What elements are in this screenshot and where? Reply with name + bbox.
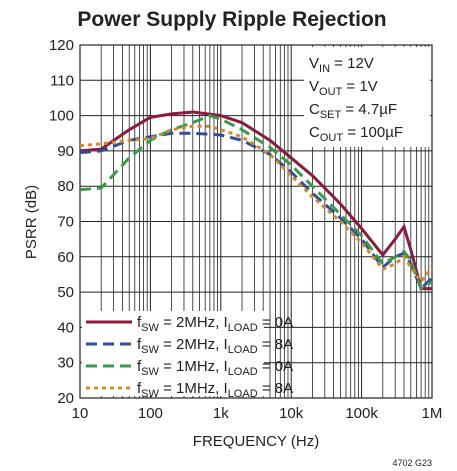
- subscript: OUT: [319, 86, 343, 98]
- subscript: SW: [141, 388, 159, 400]
- y-tick-label: 100: [49, 108, 74, 125]
- text-part: f: [137, 336, 142, 353]
- y-axis-label: PSRR (dB): [23, 185, 40, 259]
- x-tick-label: 1M: [422, 405, 443, 422]
- subscript: LOAD: [228, 322, 258, 334]
- legend-label: fSW = 2MHz, ILOAD = 0A: [137, 314, 293, 334]
- subscript: IN: [319, 63, 330, 75]
- subscript: SW: [141, 344, 159, 356]
- subscript: SW: [141, 366, 159, 378]
- text-part: = 1MHz, I: [159, 380, 228, 397]
- y-tick-label: 40: [57, 319, 74, 336]
- text-part: = 0A: [258, 314, 293, 331]
- subscript: LOAD: [228, 366, 258, 378]
- subscript: LOAD: [228, 344, 258, 356]
- line-series: [79, 124, 434, 285]
- subscript: SET: [320, 109, 342, 121]
- legend-box: [82, 311, 264, 396]
- subscript: LOAD: [228, 388, 258, 400]
- y-tick-label: 60: [57, 249, 74, 266]
- y-tick-label: 30: [57, 355, 74, 372]
- annotation: VOUT = 1V: [309, 78, 378, 98]
- x-tick-label: 10k: [279, 405, 304, 422]
- annotation: VIN = 12V: [309, 55, 374, 75]
- x-tick-label: 100k: [345, 405, 378, 422]
- text-part: = 100µF: [343, 124, 403, 141]
- text-part: = 8A: [258, 336, 293, 353]
- annotation: COUT = 100µF: [309, 124, 403, 144]
- text-part: = 4.7µF: [341, 101, 397, 118]
- x-tick-label: 1k: [213, 405, 229, 422]
- text-part: f: [137, 380, 142, 397]
- text-part: = 0A: [258, 358, 293, 375]
- annotation: CSET = 4.7µF: [309, 101, 397, 121]
- chart-title: Power Supply Ripple Rejection: [77, 8, 386, 31]
- subscript: OUT: [320, 132, 344, 144]
- text-part: = 1MHz, I: [159, 358, 228, 375]
- subscript: SW: [141, 322, 159, 334]
- legend-label: fSW = 2MHz, ILOAD = 8A: [137, 336, 293, 356]
- text-part: C: [309, 101, 320, 118]
- x-axis-label: FREQUENCY (Hz): [193, 433, 319, 450]
- y-tick-label: 70: [57, 214, 74, 231]
- text-part: = 8A: [258, 380, 293, 397]
- text-part: f: [137, 314, 142, 331]
- x-tick-label: 10: [72, 405, 89, 422]
- figure-id: 4702 G23: [392, 458, 432, 468]
- line-series: [79, 110, 432, 291]
- legend-label: fSW = 1MHz, ILOAD = 0A: [137, 358, 293, 378]
- y-tick-label: 120: [49, 37, 74, 54]
- text-part: = 12V: [330, 55, 374, 72]
- legend-label: fSW = 1MHz, ILOAD = 8A: [137, 380, 293, 400]
- text-part: = 2MHz, I: [159, 314, 228, 331]
- y-tick-label: 90: [57, 143, 74, 160]
- x-tick-label: 100: [138, 405, 163, 422]
- y-tick-label: 50: [57, 284, 74, 301]
- text-part: = 2MHz, I: [159, 336, 228, 353]
- y-tick-label: 20: [57, 390, 74, 407]
- text-part: = 1V: [342, 78, 377, 95]
- text-part: f: [137, 358, 142, 375]
- annotation-box: [304, 47, 430, 147]
- text-part: V: [309, 55, 319, 72]
- text-part: V: [309, 78, 319, 95]
- y-tick-label: 80: [57, 178, 74, 195]
- text-part: C: [309, 124, 320, 141]
- plot-frame: [79, 44, 433, 399]
- y-tick-label: 110: [50, 72, 74, 89]
